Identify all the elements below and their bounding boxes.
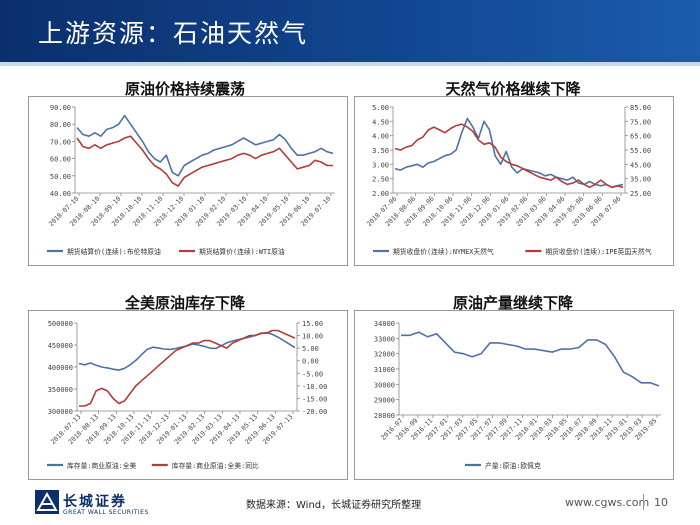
chart1-title: 原油价格持续震荡 xyxy=(124,80,245,98)
chart2-panel: 2.00 2.50 3.00 3.50 4.00 4.50 5.00 25.00 35.00 45… xyxy=(354,96,674,266)
c2-y-tick-label: 2.00 xyxy=(372,190,389,198)
c3-y2-tick-label: -15.00 xyxy=(302,395,327,403)
c3-y-tick-label: 500000 xyxy=(48,320,73,328)
chart2-plot: 2.00 2.50 3.00 3.50 4.00 4.50 5.00 25.00 35.00 45… xyxy=(365,104,652,256)
c2-y2-tick-label: 55.00 xyxy=(630,147,651,155)
c3-y2-tick-label: 10.00 xyxy=(302,333,323,341)
chart4-panel: 28000 29000 30000 31000 32000 33000 34000 2016-… xyxy=(354,310,674,480)
c2-y2-tick-label: 75.00 xyxy=(630,118,651,126)
logo-subtext: GREAT WALL SECURITIES xyxy=(63,509,149,516)
c3-y-tick-label: 450000 xyxy=(48,342,73,350)
c2-y2-tick-label: 45.00 xyxy=(630,161,651,169)
c3-y-tick-label: 300000 xyxy=(48,408,73,416)
c1-y-tick-label: 70.00 xyxy=(50,138,71,146)
c4-y-tick-label: 30000 xyxy=(374,381,395,389)
page-title: 上游资源：石油天然气 xyxy=(38,19,309,48)
chart3-panel: 300000 350000 400000 450000 500000 -20.00 -15.… xyxy=(28,310,348,480)
c4-legend-label-1: 产量:原油:欧佩克 xyxy=(485,461,541,470)
c3-y2-tick-label: 0.00 xyxy=(302,358,319,366)
c2-legend-label-2: 期货收盘价(连续):IPE英国天然气 xyxy=(545,247,651,256)
chart4-plot: 280002900030000310003200033000340002016-… xyxy=(374,320,661,470)
c3-y2-tick-label: -20.00 xyxy=(302,408,327,416)
c2-y-tick-label: 2.50 xyxy=(372,176,389,184)
c1-series-2-line xyxy=(76,135,333,187)
c2-legend-label-1: 期货收盘价(连续):NYMEX天然气 xyxy=(393,247,494,256)
c4-y-tick-label: 34000 xyxy=(374,320,395,328)
c1-y-tick-label: 80.00 xyxy=(50,121,71,129)
c3-y2-tick-label: -10.00 xyxy=(302,383,327,391)
c4-y-tick-label: 32000 xyxy=(374,351,395,359)
c4-y-tick-label: 31000 xyxy=(374,366,395,374)
c3-y2-tick-label: 15.00 xyxy=(302,320,323,328)
logo-icon xyxy=(35,490,59,514)
c4-series-1-line xyxy=(401,331,660,387)
c3-legend-label-2: 库存量:商业原油:全美:同比 xyxy=(172,461,259,470)
chart1-panel: 40.00 50.00 60.00 70.00 80.00 90.00 2018-07-10… xyxy=(28,96,348,266)
c2-y-tick-label: 5.00 xyxy=(372,104,389,112)
c2-y-tick-label: 3.50 xyxy=(372,147,389,155)
c1-series-1-line xyxy=(76,114,334,177)
c3-legend-label-1: 库存量:商业原油:全美 xyxy=(67,461,137,470)
logo-text: 长城证券 xyxy=(63,494,127,510)
c2-y2-tick-label: 25.00 xyxy=(630,190,651,198)
header-bar: 上游资源：石油天然气 xyxy=(0,0,700,62)
chart3-title: 全美原油库存下降 xyxy=(124,294,245,312)
c4-y-tick-label: 33000 xyxy=(374,335,395,343)
website-link[interactable]: www.cgws.com xyxy=(565,496,650,509)
chart1-plot: 40.0050.0060.0070.0080.0090.002018-07-10… xyxy=(47,104,335,256)
chart2-title: 天然气价格继续下降 xyxy=(445,80,581,98)
footer-separator xyxy=(643,494,644,510)
c2-y-tick-label: 3.00 xyxy=(372,161,389,169)
c1-y-tick-label: 50.00 xyxy=(50,173,71,181)
page-number: 10 xyxy=(654,496,668,509)
c3-y2-tick-label: 5.00 xyxy=(302,345,319,353)
c2-y2-tick-label: 85.00 xyxy=(630,104,651,112)
c1-legend-label-2: 期货结算价(连续):WTI原油 xyxy=(199,247,285,256)
c3-y-tick-label: 400000 xyxy=(48,364,73,372)
c3-series-1-line xyxy=(78,331,296,371)
c1-legend-label-1: 期货结算价(连续):布伦特原油 xyxy=(67,247,161,256)
c3-y-tick-label: 350000 xyxy=(48,386,73,394)
c1-y-tick-label: 40.00 xyxy=(50,190,71,198)
c2-y2-tick-label: 35.00 xyxy=(630,176,651,184)
c1-y-tick-label: 60.00 xyxy=(50,156,71,164)
header-divider xyxy=(0,62,700,66)
chart4-title: 原油产量继续下降 xyxy=(452,294,573,312)
c2-series-2-line xyxy=(394,123,624,189)
chart3-plot: 300000 350000 400000 450000 500000 -20.00 -15.… xyxy=(47,320,327,470)
c4-y-tick-label: 29000 xyxy=(374,397,395,405)
c2-series-1-line xyxy=(394,117,624,189)
data-source-note: 数据来源：Wind，长城证券研究所整理 xyxy=(246,500,422,511)
c3-series-2-line xyxy=(79,329,296,407)
c2-y-tick-label: 4.50 xyxy=(372,118,389,126)
c4-y-tick-label: 28000 xyxy=(374,412,395,420)
c1-y-tick-label: 90.00 xyxy=(50,104,71,112)
c3-y2-tick-label: -5.00 xyxy=(302,370,323,378)
c2-y-tick-label: 4.00 xyxy=(372,133,389,141)
c2-y2-tick-label: 65.00 xyxy=(630,133,651,141)
